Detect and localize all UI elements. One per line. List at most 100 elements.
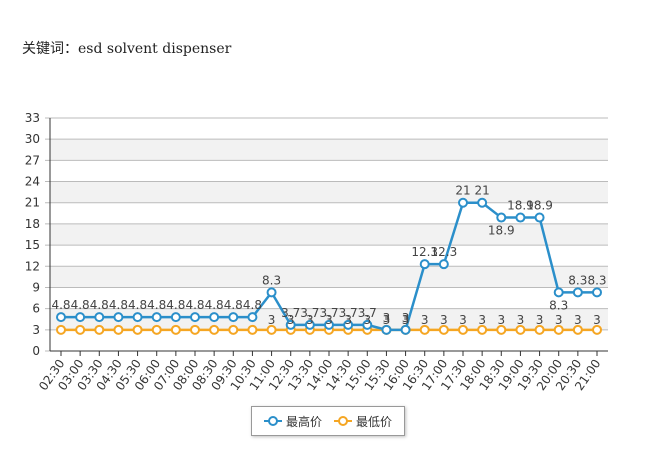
data-label-high: 8.3 bbox=[587, 273, 606, 287]
data-point-high bbox=[266, 287, 277, 298]
data-point-low bbox=[132, 324, 143, 335]
data-label-high: 8.3 bbox=[549, 298, 568, 312]
keyword-prefix: 关键词： bbox=[22, 41, 78, 57]
keyword-value: esd solvent dispenser bbox=[78, 41, 232, 57]
data-label-high: 4.8 bbox=[128, 298, 147, 312]
data-point-low bbox=[75, 324, 86, 335]
data-label-high: 3.7 bbox=[319, 306, 338, 320]
data-label-high: 3.7 bbox=[300, 306, 319, 320]
data-point-high bbox=[228, 312, 239, 323]
data-point-high bbox=[285, 319, 296, 330]
data-point-low bbox=[228, 324, 239, 335]
data-label-low: 3 bbox=[268, 313, 276, 327]
y-tick-label: 18 bbox=[25, 217, 40, 231]
data-point-low bbox=[113, 324, 124, 335]
data-label-high: 4.8 bbox=[185, 298, 204, 312]
data-point-high bbox=[75, 312, 86, 323]
data-point-low bbox=[419, 324, 430, 335]
data-label-high: 21 bbox=[455, 184, 470, 198]
data-point-low bbox=[170, 324, 181, 335]
legend-item-low[interactable]: 最低价 bbox=[333, 413, 392, 430]
data-point-high bbox=[362, 319, 373, 330]
data-point-low bbox=[209, 324, 220, 335]
data-label-high: 8.3 bbox=[262, 273, 281, 287]
y-tick-label: 30 bbox=[25, 132, 40, 146]
data-point-high bbox=[534, 212, 545, 223]
y-tick-label: 9 bbox=[32, 280, 40, 294]
data-label-high: 4.8 bbox=[51, 298, 70, 312]
legend-item-high[interactable]: 最高价 bbox=[263, 413, 322, 430]
data-label-high: 4.8 bbox=[109, 298, 128, 312]
data-label-low: 3 bbox=[517, 313, 525, 327]
data-label-high: 8.3 bbox=[568, 273, 587, 287]
data-label-high: 3.7 bbox=[281, 306, 300, 320]
data-label-high: 4.8 bbox=[71, 298, 90, 312]
data-point-high bbox=[324, 319, 334, 330]
data-label-high: 4.8 bbox=[166, 298, 185, 312]
y-tick-label: 0 bbox=[32, 344, 40, 358]
data-point-low bbox=[534, 324, 545, 335]
data-label-high: 3.7 bbox=[339, 306, 358, 320]
data-label-high: 3.7 bbox=[358, 306, 377, 320]
data-point-low bbox=[572, 324, 583, 335]
data-label-low: 3 bbox=[478, 313, 486, 327]
data-point-high bbox=[170, 312, 181, 323]
data-point-high bbox=[209, 312, 220, 323]
data-point-low bbox=[190, 324, 200, 335]
data-point-low bbox=[477, 324, 488, 335]
data-point-high bbox=[381, 324, 392, 335]
data-point-low bbox=[515, 324, 526, 335]
grid-band bbox=[50, 139, 608, 161]
data-label-high: 4.8 bbox=[224, 298, 243, 312]
data-point-high bbox=[592, 287, 602, 298]
data-point-high bbox=[190, 312, 200, 323]
data-point-high bbox=[151, 312, 162, 323]
data-label-low: 3 bbox=[536, 313, 544, 327]
data-point-high bbox=[438, 259, 449, 270]
data-point-low bbox=[438, 324, 449, 335]
data-point-high bbox=[419, 259, 430, 270]
data-point-high bbox=[56, 312, 66, 323]
data-label-low: 3 bbox=[306, 313, 314, 327]
data-label-high: 18.9 bbox=[488, 224, 515, 238]
y-tick-label: 24 bbox=[25, 175, 40, 189]
data-point-high bbox=[572, 287, 583, 298]
data-point-low bbox=[458, 324, 468, 335]
legend-low-symbol bbox=[333, 415, 352, 427]
data-point-low bbox=[592, 324, 602, 335]
legend-low-label: 最低价 bbox=[355, 414, 392, 429]
data-point-high bbox=[553, 287, 564, 298]
data-point-low bbox=[496, 324, 507, 335]
legend-high-label: 最高价 bbox=[285, 414, 322, 429]
data-point-low bbox=[553, 324, 564, 335]
data-point-high bbox=[94, 312, 105, 323]
chart-legend: 最高价 最低价 bbox=[251, 406, 405, 436]
data-point-high bbox=[304, 319, 315, 330]
data-label-low: 3 bbox=[497, 313, 505, 327]
y-tick-label: 3 bbox=[32, 323, 40, 337]
data-label-low: 3 bbox=[325, 313, 333, 327]
data-label-low: 3 bbox=[555, 313, 563, 327]
y-tick-label: 33 bbox=[25, 111, 40, 125]
data-label-low: 3 bbox=[459, 313, 467, 327]
data-label-high: 12.3 bbox=[411, 245, 438, 259]
data-label-low: 3 bbox=[593, 313, 601, 327]
data-label-low: 3 bbox=[344, 313, 352, 327]
data-point-low bbox=[151, 324, 162, 335]
data-point-high bbox=[247, 312, 258, 323]
data-label-high: 4.8 bbox=[205, 298, 224, 312]
grid-band bbox=[50, 223, 608, 246]
grid-band bbox=[50, 266, 608, 288]
y-tick-label: 27 bbox=[25, 153, 40, 167]
legend-high-symbol bbox=[263, 415, 282, 427]
data-point-high bbox=[496, 212, 507, 223]
data-label-high: 18.9 bbox=[507, 199, 534, 213]
data-label-high: 18.9 bbox=[526, 199, 553, 213]
y-tick-label: 21 bbox=[25, 196, 40, 210]
data-label-high: 3 bbox=[383, 311, 391, 325]
data-label-low: 3 bbox=[363, 313, 371, 327]
data-point-high bbox=[458, 197, 468, 208]
data-label-low: 3 bbox=[421, 313, 429, 327]
data-point-high bbox=[400, 324, 411, 335]
